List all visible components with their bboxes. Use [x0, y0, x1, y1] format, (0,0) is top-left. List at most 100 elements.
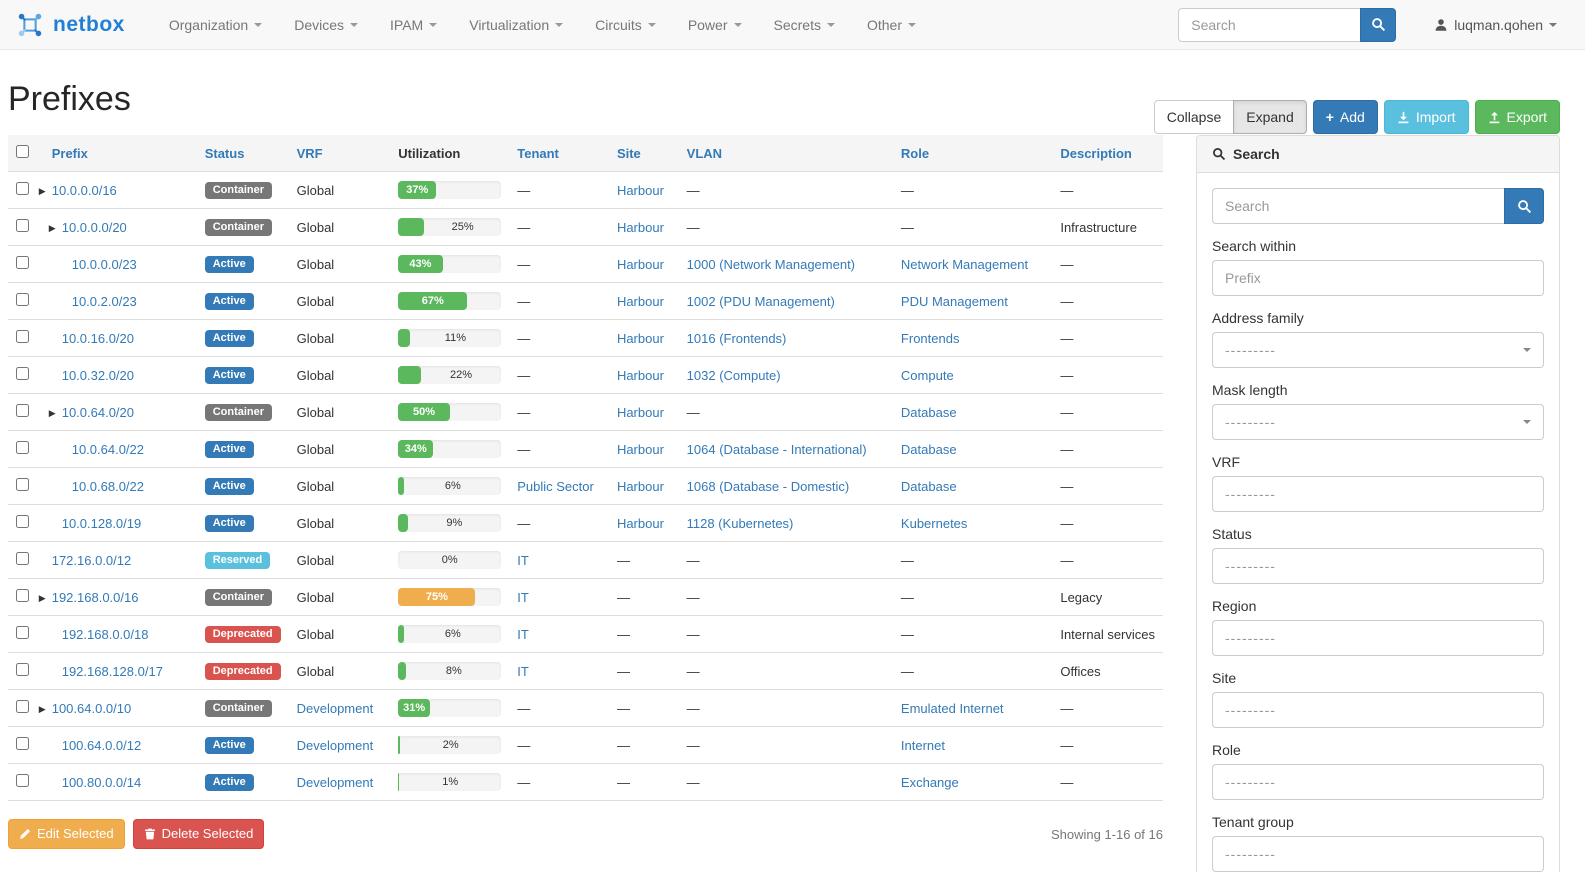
site-link[interactable]: Harbour: [616, 182, 664, 198]
delete-selected-button[interactable]: Delete Selected: [132, 819, 265, 849]
import-button[interactable]: Import: [1383, 100, 1469, 134]
tenant-link[interactable]: Public Sector: [517, 478, 594, 494]
role-link[interactable]: Frontends: [900, 330, 960, 346]
site-link[interactable]: Harbour: [616, 515, 664, 531]
vlan-link[interactable]: 1064 (Database - International): [686, 441, 867, 457]
filter-select-address-family[interactable]: ---------: [1212, 332, 1544, 368]
column-header-vrf[interactable]: VRF: [288, 135, 391, 172]
column-header-prefix[interactable]: Prefix: [43, 135, 197, 172]
site-link[interactable]: Harbour: [616, 478, 664, 494]
filter-select-role[interactable]: ---------: [1212, 764, 1544, 800]
prefix-link[interactable]: 100.64.0.0/12: [61, 737, 142, 753]
row-checkbox[interactable]: [16, 663, 29, 676]
row-checkbox[interactable]: [16, 515, 29, 528]
nav-menu-devices[interactable]: Devices: [278, 0, 374, 50]
role-link[interactable]: Exchange: [900, 774, 959, 790]
site-link[interactable]: Harbour: [616, 219, 664, 235]
prefix-link[interactable]: 10.0.64.0/22: [71, 441, 145, 457]
row-checkbox[interactable]: [16, 441, 29, 454]
expand-button[interactable]: Expand: [1233, 100, 1307, 134]
column-sort-link[interactable]: Site: [616, 145, 641, 161]
role-link[interactable]: Database: [900, 478, 957, 494]
nav-menu-secrets[interactable]: Secrets: [758, 0, 851, 50]
column-header-description[interactable]: Description: [1052, 135, 1163, 172]
export-button[interactable]: Export: [1474, 100, 1560, 134]
row-checkbox[interactable]: [16, 478, 29, 491]
role-link[interactable]: Internet: [900, 737, 946, 753]
role-link[interactable]: Kubernetes: [900, 515, 968, 531]
user-menu[interactable]: luqman.qohen: [1434, 17, 1557, 33]
prefix-link[interactable]: 192.168.0.0/18: [61, 626, 149, 642]
select-all-checkbox[interactable]: [16, 145, 29, 158]
row-checkbox[interactable]: [16, 330, 29, 343]
navbar-search-button[interactable]: [1360, 7, 1397, 42]
column-sort-link[interactable]: Prefix: [51, 145, 88, 161]
collapse-button[interactable]: Collapse: [1153, 100, 1235, 134]
site-link[interactable]: Harbour: [616, 256, 664, 272]
role-link[interactable]: PDU Management: [900, 293, 1008, 309]
row-checkbox[interactable]: [16, 589, 29, 602]
nav-menu-organization[interactable]: Organization: [153, 0, 278, 50]
nav-menu-ipam[interactable]: IPAM: [374, 0, 453, 50]
column-header-site[interactable]: Site: [608, 135, 679, 172]
prefix-link[interactable]: 10.0.64.0/20: [61, 404, 135, 420]
nav-menu-circuits[interactable]: Circuits: [579, 0, 672, 50]
prefix-link[interactable]: 192.168.0.0/16: [51, 589, 139, 605]
filter-select-region[interactable]: ---------: [1212, 620, 1544, 656]
prefix-link[interactable]: 192.168.128.0/17: [61, 663, 163, 679]
tenant-link[interactable]: IT: [517, 552, 529, 568]
site-link[interactable]: Harbour: [616, 330, 664, 346]
role-link[interactable]: Emulated Internet: [900, 700, 1004, 716]
site-link[interactable]: Harbour: [616, 404, 664, 420]
column-sort-link[interactable]: Status: [204, 145, 245, 161]
nav-menu-power[interactable]: Power: [672, 0, 758, 50]
vrf-link[interactable]: Development: [296, 700, 374, 716]
prefix-link[interactable]: 10.0.0.0/20: [61, 219, 127, 235]
vrf-link[interactable]: Development: [296, 737, 374, 753]
row-checkbox[interactable]: [16, 256, 29, 269]
prefix-link[interactable]: 10.0.32.0/20: [61, 367, 135, 383]
prefix-link[interactable]: 10.0.2.0/23: [71, 293, 137, 309]
vlan-link[interactable]: 1128 (Kubernetes): [686, 515, 794, 531]
filter-search-input[interactable]: [1212, 188, 1504, 224]
row-checkbox[interactable]: [16, 219, 29, 232]
prefix-link[interactable]: 10.0.128.0/19: [61, 515, 142, 531]
prefix-link[interactable]: 100.80.0.0/14: [61, 774, 142, 790]
row-checkbox[interactable]: [16, 404, 29, 417]
nav-menu-other[interactable]: Other: [851, 0, 932, 50]
row-checkbox[interactable]: [16, 626, 29, 639]
site-link[interactable]: Harbour: [616, 293, 664, 309]
tenant-link[interactable]: IT: [517, 626, 529, 642]
row-checkbox[interactable]: [16, 737, 29, 750]
prefix-link[interactable]: 172.16.0.0/12: [51, 552, 132, 568]
filter-input-search-within[interactable]: [1212, 260, 1544, 296]
filter-select-vrf[interactable]: ---------: [1212, 476, 1544, 512]
role-link[interactable]: Database: [900, 404, 957, 420]
netbox-brand[interactable]: netbox: [15, 10, 125, 40]
filter-select-tenant-group[interactable]: ---------: [1212, 836, 1544, 872]
prefix-link[interactable]: 100.64.0.0/10: [51, 700, 132, 716]
prefix-link[interactable]: 10.0.0.0/23: [71, 256, 137, 272]
vlan-link[interactable]: 1016 (Frontends): [686, 330, 787, 346]
tenant-link[interactable]: IT: [517, 589, 529, 605]
column-sort-link[interactable]: VRF: [296, 145, 323, 161]
tenant-link[interactable]: IT: [517, 663, 529, 679]
vlan-link[interactable]: 1000 (Network Management): [686, 256, 856, 272]
site-link[interactable]: Harbour: [616, 367, 664, 383]
column-header-role[interactable]: Role: [892, 135, 1053, 172]
filter-select-status[interactable]: ---------: [1212, 548, 1544, 584]
filter-search-button[interactable]: [1504, 188, 1544, 224]
row-checkbox[interactable]: [16, 552, 29, 565]
column-sort-link[interactable]: Description: [1060, 145, 1132, 161]
site-link[interactable]: Harbour: [616, 441, 664, 457]
column-header-vlan[interactable]: VLAN: [678, 135, 893, 172]
prefix-link[interactable]: 10.0.0.0/16: [51, 182, 117, 198]
column-sort-link[interactable]: VLAN: [686, 145, 723, 161]
filter-select-site[interactable]: ---------: [1212, 692, 1544, 728]
column-sort-link[interactable]: Role: [900, 145, 930, 161]
role-link[interactable]: Database: [900, 441, 957, 457]
prefix-link[interactable]: 10.0.16.0/20: [61, 330, 135, 346]
row-checkbox[interactable]: [16, 367, 29, 380]
row-checkbox[interactable]: [16, 182, 29, 195]
row-checkbox[interactable]: [16, 700, 29, 713]
